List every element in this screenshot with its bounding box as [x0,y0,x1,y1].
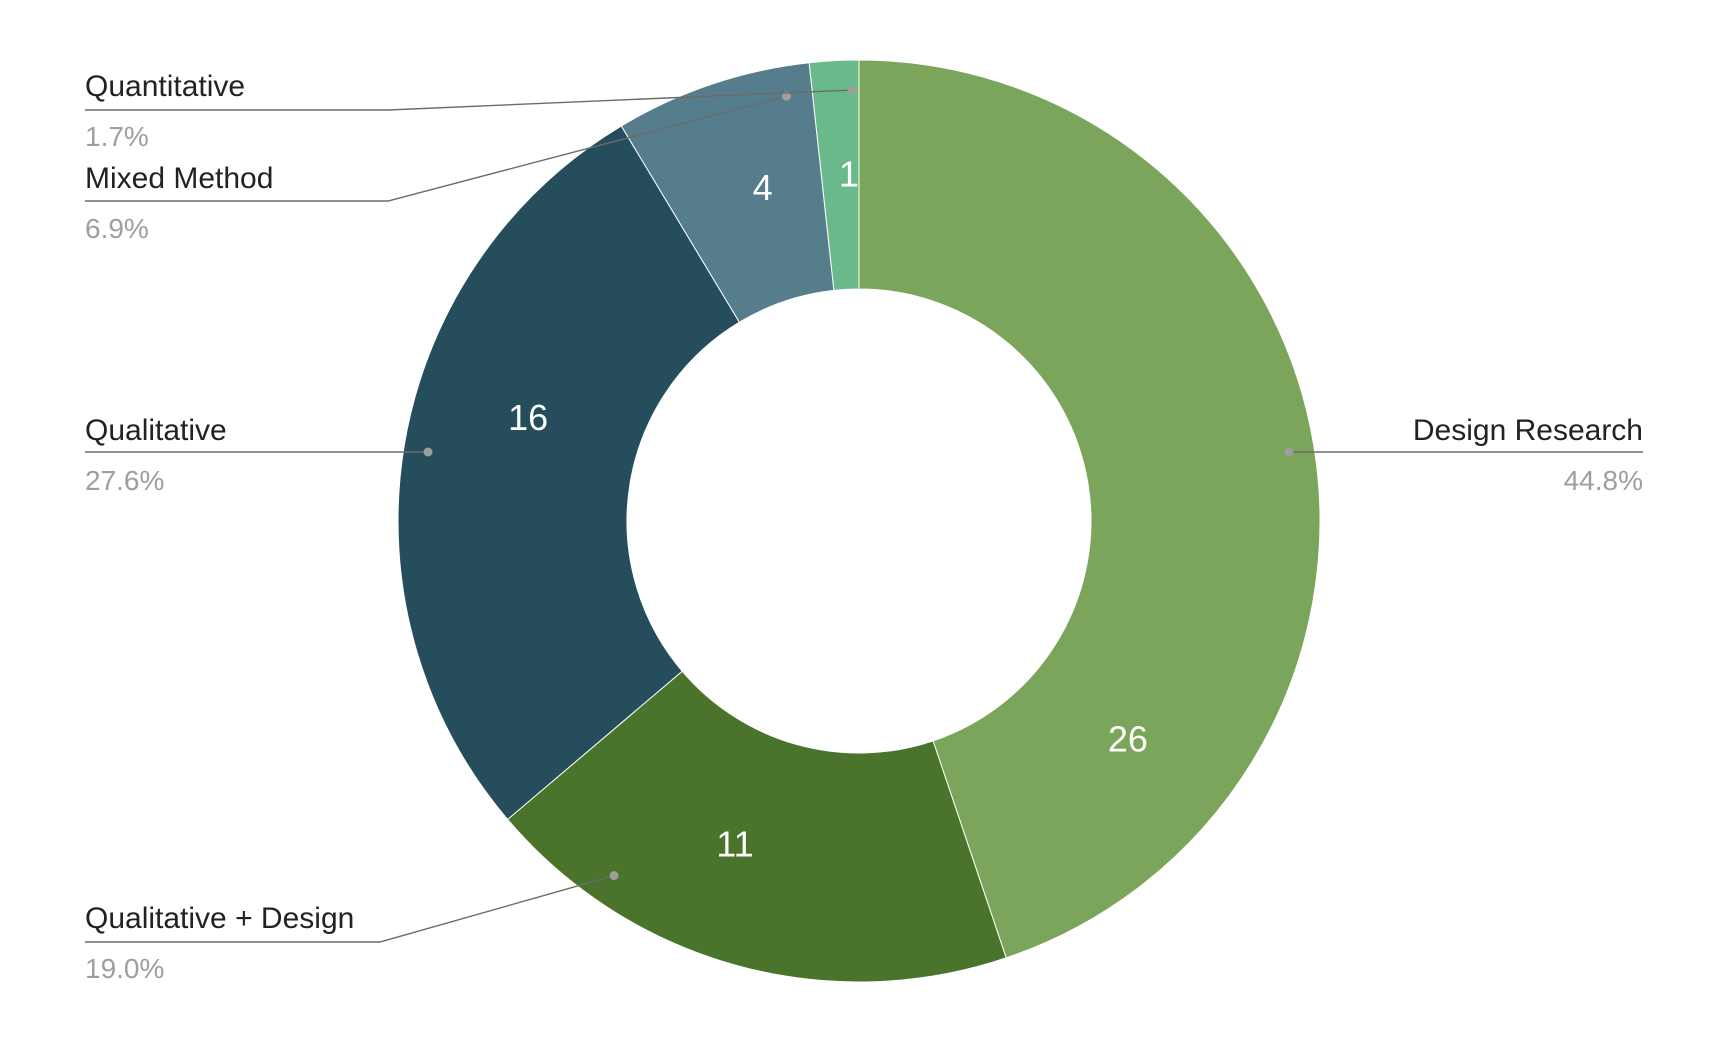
slice-qualitative-design [506,670,1007,983]
callout-category-design-research: Design Research [1413,414,1643,447]
value-labels-layer: 26 11 16 4 1 [508,154,1148,865]
slice-design-research [858,59,1321,959]
leader-line-mixed-method [85,95,787,202]
callout-labels-layer: Design Research 44.8% Qualitative + Design… [85,70,1643,984]
callout-category-mixed-method: Mixed Method [85,162,273,195]
leader-dot-mixed-method [782,91,792,101]
callout-percent-qualitative-design: 19.0% [85,953,164,984]
slice-quantitative [808,59,860,291]
slice-qualitative [397,125,741,821]
leader-line-quantitative [85,89,853,111]
leader-dot-qualitative [423,447,433,457]
callout-percent-quantitative: 1.7% [85,121,149,152]
value-label-quantitative: 1 [839,154,859,195]
callout-category-qualitative-design: Qualitative + Design [85,902,354,935]
callout-percent-qualitative: 27.6% [85,465,164,496]
value-label-qualitative: 16 [508,397,548,438]
value-label-design-research: 26 [1108,719,1148,760]
callout-percent-design-research: 44.8% [1564,465,1643,496]
leader-line-qualitative-design [85,874,615,943]
leader-dot-qualitative-design [609,871,619,881]
leader-lines-layer [85,85,1643,943]
callout-category-qualitative: Qualitative [85,414,227,447]
value-label-mixed-method: 4 [753,167,773,208]
leader-dot-quantitative [847,85,857,95]
leader-dot-design-research [1284,447,1294,457]
callout-category-quantitative: Quantitative [85,70,245,103]
slices-layer [397,59,1321,983]
value-label-qualitative-design: 11 [716,824,753,865]
callout-percent-mixed-method: 6.9% [85,213,149,244]
